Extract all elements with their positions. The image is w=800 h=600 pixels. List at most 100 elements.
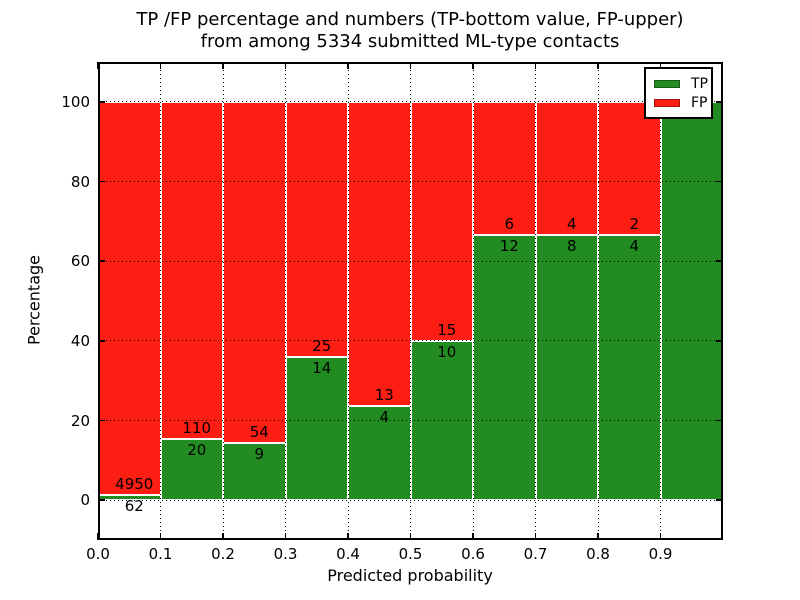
tp-count-label: 20 [187,440,207,459]
tp-bar-segment [160,438,223,501]
x-tick-mark [347,533,349,540]
y-tick-label: 80 [70,172,90,191]
fp-bar-segment [160,101,223,439]
tp-count-label: 4 [379,408,390,427]
vertical-gridline [597,62,599,540]
fp-count-label: 110 [182,418,212,437]
x-tick-mark [472,62,474,69]
tp-bar-segment [535,234,598,501]
x-tick-mark [659,62,662,69]
tp-count-label: 9 [254,445,265,464]
chart-title-line2: from among 5334 submitted ML-type contac… [200,31,620,52]
plot-area [97,62,723,540]
x-tick-mark [222,62,224,69]
tp-legend-swatch [654,79,680,88]
fp-count-label: 4950 [115,475,154,494]
vertical-gridline [160,62,161,540]
horizontal-gridline [98,181,723,182]
fp-count-label: 15 [437,320,457,339]
fp-bar-segment [98,101,161,496]
horizontal-gridline [98,340,723,342]
fp-bar-segment [410,101,473,341]
x-axis-label: Predicted probability [327,566,493,585]
horizontal-gridline [98,420,723,421]
x-tick-mark [409,62,412,69]
x-tick-label: 0.9 [648,545,673,563]
vertical-gridline [410,62,411,540]
tp-count-label: 10 [437,342,457,361]
fp-count-label: 6 [504,214,515,233]
tp-bar-segment [223,443,286,501]
y-tick-label: 20 [70,411,90,430]
fp-count-label: 4 [566,214,577,233]
x-tick-mark [472,533,474,540]
fp-count-label: 2 [629,214,640,233]
tp-count-label: 8 [566,236,577,255]
fp-count-label: 25 [312,337,332,356]
y-tick-mark [98,499,105,501]
x-tick-mark [97,62,99,69]
x-tick-label: 0.3 [273,545,298,563]
x-tick-mark [534,62,537,69]
fp-count-label: 13 [374,386,394,405]
vertical-gridline [222,62,224,540]
tp-count-label: 12 [499,236,519,255]
x-tick-label: 0.5 [398,545,423,563]
fp-count-label: 54 [249,423,269,442]
y-tick-mark [98,101,105,103]
x-tick-mark [347,62,349,69]
x-tick-mark [284,533,287,540]
fp-bar-segment [348,101,411,407]
y-tick-mark [98,180,105,183]
chart-title-line1: TP /FP percentage and numbers (TP-bottom… [136,9,684,30]
legend: TP FP [644,67,713,119]
y-tick-mark [716,101,723,103]
y-tick-mark [716,419,723,422]
chart-title: TP /FP percentage and numbers (TP-bottom… [136,9,683,53]
legend-label: TP [691,75,708,92]
legend-row: TP [654,74,708,93]
y-tick-mark [98,340,105,342]
tp-bar-segment [473,234,536,501]
tp-count-label: 14 [312,359,332,378]
y-tick-label: 0 [80,491,90,510]
y-tick-mark [98,260,105,262]
x-tick-mark [97,533,99,540]
x-tick-mark [597,533,599,540]
vertical-gridline [660,62,661,540]
horizontal-gridline [98,101,723,103]
x-tick-label: 0.8 [586,545,610,563]
horizontal-gridline [98,499,723,501]
fp-legend-swatch [654,98,680,107]
tp-bar-segment [660,101,723,501]
x-tick-mark [159,533,162,540]
horizontal-gridline [98,260,723,262]
x-tick-label: 0.2 [211,545,235,563]
x-tick-mark [222,533,224,540]
tp-bar-segment [348,406,411,501]
x-tick-label: 0.7 [523,545,548,563]
vertical-gridline [285,62,286,540]
y-tick-label: 100 [61,92,90,111]
y-tick-label: 40 [70,331,90,350]
y-tick-mark [716,180,723,183]
tp-bar-segment [598,234,661,501]
vertical-gridline [472,62,474,540]
legend-label: FP [691,94,708,111]
x-tick-mark [597,62,599,69]
x-tick-mark [659,533,662,540]
x-tick-mark [284,62,287,69]
fp-bar-segment [223,101,286,444]
x-tick-label: 0.0 [86,545,110,563]
x-tick-label: 0.6 [461,545,485,563]
y-tick-mark [98,419,105,422]
x-tick-label: 0.4 [336,545,360,563]
y-tick-label: 60 [70,252,90,271]
y-tick-mark [716,499,723,501]
tp-count-label: 62 [124,497,144,516]
x-tick-mark [534,533,537,540]
tp-bar-segment [285,357,348,501]
tp-count-label: 4 [629,236,640,255]
vertical-gridline [535,62,536,540]
